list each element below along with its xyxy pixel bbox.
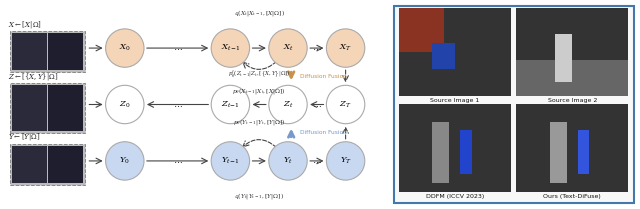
Text: $X_0$: $X_0$	[119, 43, 131, 53]
Text: $X\leftarrow[X|\Omega]$: $X\leftarrow[X|\Omega]$	[8, 19, 42, 29]
FancyBboxPatch shape	[433, 43, 455, 69]
Text: Source Image 2: Source Image 2	[548, 98, 597, 103]
FancyBboxPatch shape	[399, 8, 444, 52]
Text: $Z_{t\!-\!1}$: $Z_{t\!-\!1}$	[221, 99, 240, 110]
Text: $X_{t\!-\!1}$: $X_{t\!-\!1}$	[221, 43, 240, 53]
Text: $q(X_t|X_{t-1},[X|\Omega])$: $q(X_t|X_{t-1},[X|\Omega])$	[234, 8, 285, 18]
Ellipse shape	[269, 29, 307, 67]
Text: $X_t$: $X_t$	[282, 43, 294, 53]
Text: $\cdots$: $\cdots$	[173, 99, 182, 110]
Ellipse shape	[106, 142, 144, 180]
FancyBboxPatch shape	[516, 60, 628, 96]
Text: Diffusion Fusion: Diffusion Fusion	[300, 74, 346, 79]
FancyBboxPatch shape	[433, 122, 449, 183]
FancyBboxPatch shape	[516, 8, 628, 96]
Text: Ours (Text-DiFuse): Ours (Text-DiFuse)	[543, 194, 601, 199]
Text: $Y_0$: $Y_0$	[119, 156, 131, 166]
FancyBboxPatch shape	[394, 6, 634, 203]
FancyBboxPatch shape	[48, 85, 83, 131]
Text: Diffusion Fusion: Diffusion Fusion	[300, 130, 346, 135]
FancyBboxPatch shape	[10, 83, 85, 133]
Text: $\cdots$: $\cdots$	[312, 99, 322, 110]
Ellipse shape	[211, 29, 250, 67]
FancyBboxPatch shape	[12, 85, 47, 131]
Ellipse shape	[211, 142, 250, 180]
Text: $Y_T$: $Y_T$	[340, 156, 351, 166]
Ellipse shape	[326, 29, 365, 67]
Text: $p_\theta(X_{t-1}|X_t,[X|\Omega])$: $p_\theta(X_{t-1}|X_t,[X|\Omega])$	[232, 86, 286, 96]
Ellipse shape	[269, 85, 307, 124]
Text: $Y\leftarrow[Y|\Omega]$: $Y\leftarrow[Y|\Omega]$	[8, 131, 40, 142]
FancyBboxPatch shape	[461, 130, 472, 174]
Text: $Z_0$: $Z_0$	[119, 99, 131, 110]
FancyBboxPatch shape	[550, 122, 566, 183]
FancyBboxPatch shape	[399, 104, 511, 192]
FancyBboxPatch shape	[516, 104, 628, 192]
Text: $p_\theta^f(Z_{t-1}|Z_t,[\{X,Y\}|\Omega])$: $p_\theta^f(Z_{t-1}|Z_t,[\{X,Y\}|\Omega]…	[228, 69, 291, 80]
FancyBboxPatch shape	[399, 8, 511, 96]
Ellipse shape	[106, 85, 144, 124]
FancyBboxPatch shape	[48, 33, 83, 70]
Ellipse shape	[106, 29, 144, 67]
Text: $\cdots$: $\cdots$	[173, 43, 182, 53]
FancyBboxPatch shape	[10, 144, 85, 185]
Text: $\cdots$: $\cdots$	[312, 43, 322, 53]
Text: Source Image 1: Source Image 1	[430, 98, 479, 103]
Text: $q(Y_t|Y_{t-1},[Y|\Omega])$: $q(Y_t|Y_{t-1},[Y|\Omega])$	[234, 191, 284, 201]
FancyBboxPatch shape	[12, 33, 47, 70]
Text: $\cdots$: $\cdots$	[173, 156, 182, 166]
Text: $Y_{t\!-\!1}$: $Y_{t\!-\!1}$	[221, 156, 239, 166]
Text: $Y_t$: $Y_t$	[283, 156, 293, 166]
FancyBboxPatch shape	[12, 146, 47, 183]
Ellipse shape	[269, 142, 307, 180]
Ellipse shape	[326, 142, 365, 180]
Text: DDFM (ICCV 2023): DDFM (ICCV 2023)	[426, 194, 484, 199]
FancyBboxPatch shape	[578, 130, 589, 174]
FancyBboxPatch shape	[48, 146, 83, 183]
Text: $\cdots$: $\cdots$	[312, 156, 322, 166]
Text: $Z_T$: $Z_T$	[339, 99, 352, 110]
FancyBboxPatch shape	[10, 31, 85, 72]
Text: $Z\leftarrow[\{X,Y\}|\Omega]$: $Z\leftarrow[\{X,Y\}|\Omega]$	[8, 71, 58, 82]
Ellipse shape	[211, 85, 250, 124]
Ellipse shape	[326, 85, 365, 124]
Text: $p_\theta(Y_{t-1}|Y_t,[Y|\Omega])$: $p_\theta(Y_{t-1}|Y_t,[Y|\Omega])$	[233, 117, 285, 127]
FancyBboxPatch shape	[556, 34, 572, 82]
Text: $X_T$: $X_T$	[339, 43, 352, 53]
Text: $Z_t$: $Z_t$	[283, 99, 293, 110]
